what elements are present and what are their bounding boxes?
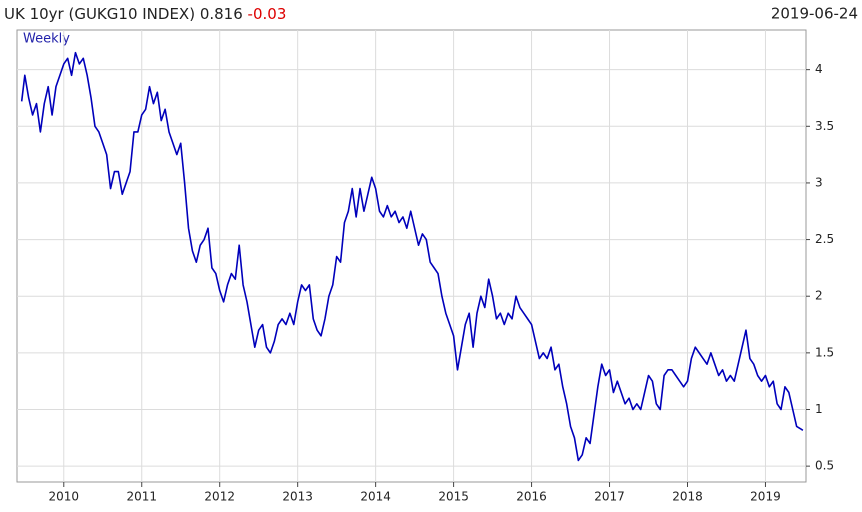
chart-title-line: UK 10yr (GUKG10 INDEX) 0.816 -0.03 <box>4 5 286 23</box>
x-tick-label: 2019 <box>750 490 781 504</box>
y-tick-label: 1 <box>815 402 823 416</box>
y-tick-label: 4 <box>815 62 823 76</box>
y-tick-label: 0.5 <box>815 459 834 473</box>
x-tick-label: 2010 <box>49 490 80 504</box>
y-tick-label: 2 <box>815 289 823 303</box>
y-tick-label: 1.5 <box>815 345 834 359</box>
plot-frame <box>16 29 807 483</box>
date: 2019-06-24 <box>771 5 858 23</box>
y-tick-label: 2.5 <box>815 232 834 246</box>
annotation: Weekly <box>23 32 70 47</box>
y-tick-label: 3 <box>815 175 823 189</box>
x-tick-label: 2017 <box>594 490 625 504</box>
y-tick-label: 3.5 <box>815 119 834 133</box>
x-tick-label: 2014 <box>360 490 391 504</box>
x-tick-label: 2018 <box>672 490 703 504</box>
x-tick-label: 2015 <box>438 490 469 504</box>
x-tick-label: 2011 <box>126 490 157 504</box>
x-tick-label: 2012 <box>204 490 235 504</box>
x-tick-label: 2016 <box>516 490 547 504</box>
x-tick-label: 2013 <box>282 490 313 504</box>
line <box>20 51 804 462</box>
change: -0.03 <box>248 5 287 23</box>
chart-title: UK 10yr (GUKG10 INDEX) 0.816 <box>4 5 243 23</box>
